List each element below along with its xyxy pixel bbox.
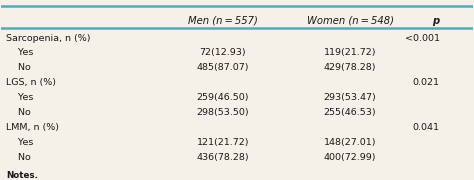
Text: Yes: Yes	[6, 93, 34, 102]
Text: 72(12.93): 72(12.93)	[200, 48, 246, 57]
Text: Yes: Yes	[6, 48, 34, 57]
Text: Women (n = 548): Women (n = 548)	[307, 16, 393, 26]
Text: 429(78.28): 429(78.28)	[324, 64, 376, 73]
Text: 0.021: 0.021	[413, 78, 439, 87]
Text: 298(53.50): 298(53.50)	[197, 108, 249, 117]
Text: Yes: Yes	[6, 138, 34, 147]
Text: 400(72.99): 400(72.99)	[324, 153, 376, 162]
Text: Men (n = 557): Men (n = 557)	[188, 16, 258, 26]
Text: 121(21.72): 121(21.72)	[197, 138, 249, 147]
Text: No: No	[6, 64, 31, 73]
Text: 436(78.28): 436(78.28)	[197, 153, 249, 162]
Text: 259(46.50): 259(46.50)	[197, 93, 249, 102]
Text: LGS, n (%): LGS, n (%)	[6, 78, 56, 87]
Text: <0.001: <0.001	[405, 33, 439, 42]
Text: 255(46.53): 255(46.53)	[324, 108, 376, 117]
Text: 485(87.07): 485(87.07)	[197, 64, 249, 73]
Text: Notes.: Notes.	[6, 171, 38, 180]
Text: 119(21.72): 119(21.72)	[324, 48, 376, 57]
Text: LMM, n (%): LMM, n (%)	[6, 123, 59, 132]
Text: Sarcopenia, n (%): Sarcopenia, n (%)	[6, 33, 91, 42]
Text: 148(27.01): 148(27.01)	[324, 138, 376, 147]
Text: No: No	[6, 153, 31, 162]
Text: 0.041: 0.041	[413, 123, 439, 132]
Text: No: No	[6, 108, 31, 117]
Text: 293(53.47): 293(53.47)	[324, 93, 376, 102]
Text: p: p	[432, 16, 439, 26]
